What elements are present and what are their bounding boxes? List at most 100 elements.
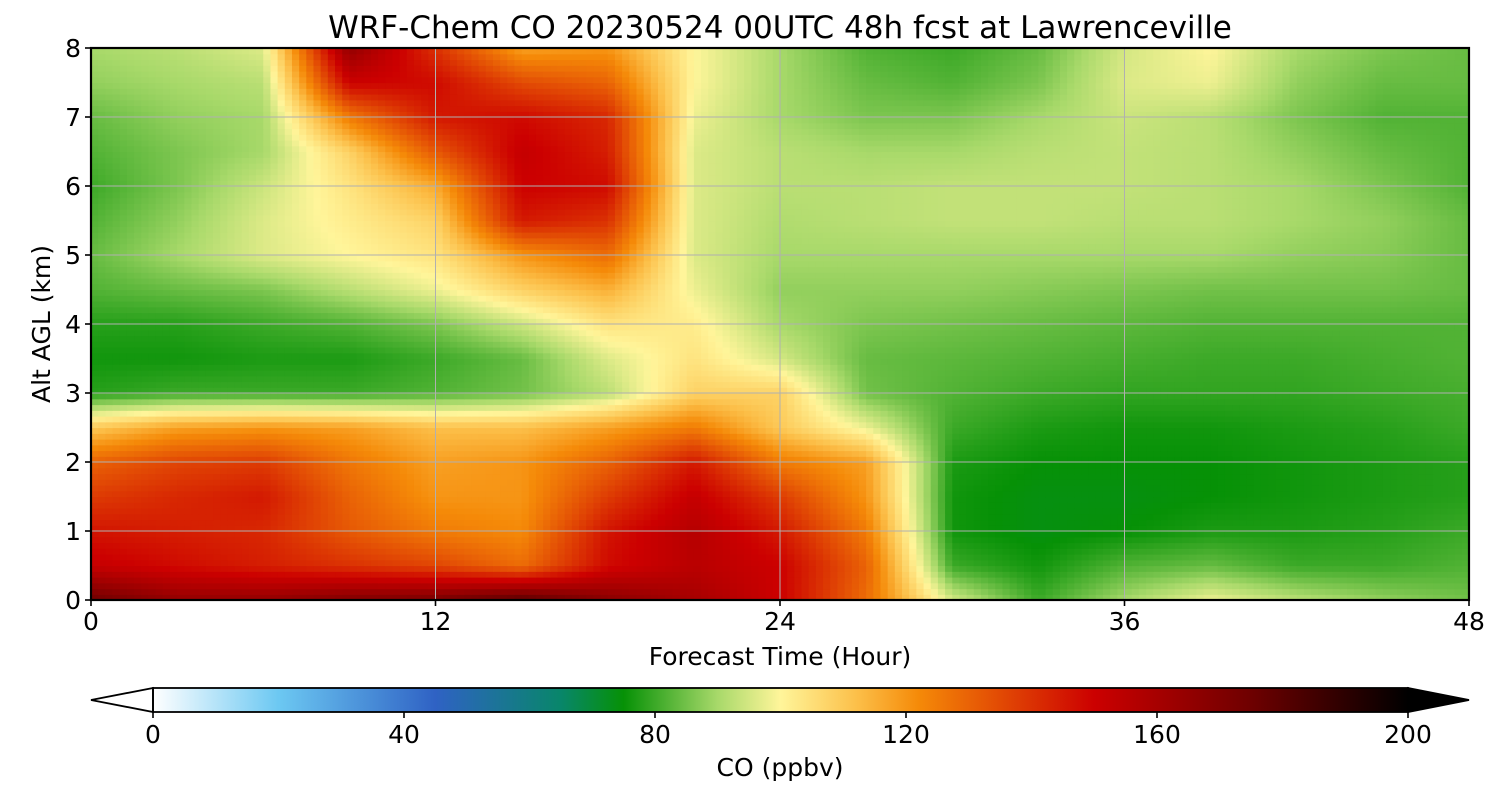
heatmap-cell (1440, 582, 1449, 590)
heatmap-cell (1246, 571, 1255, 578)
heatmap-cell (851, 467, 860, 475)
heatmap-cell (665, 588, 673, 595)
heatmap-cell (514, 525, 523, 532)
heatmap-cell (1045, 588, 1054, 595)
heatmap-cell (1260, 467, 1269, 475)
heatmap-cell (464, 582, 472, 590)
heatmap-cell (335, 508, 343, 515)
heatmap-cell (248, 508, 257, 515)
heatmap-cell (794, 571, 803, 578)
heatmap-cell (758, 525, 767, 532)
heatmap-cell (550, 508, 559, 515)
heatmap-cell (880, 490, 889, 498)
heatmap-cell (1210, 588, 1219, 595)
heatmap-cell (198, 554, 207, 561)
heatmap-cell (277, 582, 286, 590)
heatmap-cell (1217, 473, 1226, 480)
heatmap-cell (729, 479, 738, 486)
heatmap-cell (1160, 502, 1169, 509)
heatmap-cell (722, 548, 731, 555)
heatmap-cell (643, 513, 652, 521)
heatmap-cell (686, 513, 695, 521)
heatmap-cell (1404, 467, 1413, 475)
heatmap-cell (937, 525, 946, 532)
heatmap-cell (1110, 536, 1118, 544)
heatmap-cell (679, 467, 688, 475)
heatmap-cell (141, 450, 150, 457)
heatmap-cell (844, 467, 853, 475)
heatmap-cell (729, 485, 738, 492)
heatmap-cell (370, 513, 379, 521)
heatmap-cell (385, 525, 394, 532)
heatmap-cell (277, 577, 286, 584)
heatmap-cell (227, 513, 236, 521)
heatmap-cell (1088, 559, 1097, 567)
heatmap-cell (1253, 462, 1262, 469)
heatmap-cell (1397, 594, 1406, 600)
heatmap-cell (335, 456, 343, 463)
heatmap-cell (1009, 490, 1018, 498)
heatmap-cell (1081, 479, 1090, 486)
heatmap-cell (758, 513, 767, 521)
heatmap-cell (744, 577, 752, 584)
heatmap-cell (270, 594, 279, 600)
heatmap-cell (1354, 508, 1362, 515)
heatmap-cell (909, 479, 917, 486)
heatmap-cell (500, 456, 508, 463)
heatmap-cell (665, 554, 673, 561)
heatmap-cell (119, 565, 128, 572)
heatmap-cell (550, 473, 559, 480)
heatmap-cell (952, 508, 961, 515)
heatmap-cell (916, 485, 925, 492)
heatmap-cell (1181, 502, 1190, 509)
heatmap-cell (1311, 525, 1319, 532)
heatmap-cell (701, 513, 709, 521)
heatmap-cell (1009, 502, 1018, 509)
heatmap-cell (1067, 496, 1075, 503)
heatmap-cell (808, 559, 817, 567)
heatmap-cell (464, 490, 472, 498)
heatmap-cell (564, 496, 573, 503)
heatmap-cell (858, 490, 867, 498)
heatmap-cell (184, 531, 193, 538)
heatmap-cell (1282, 496, 1291, 503)
heatmap-cell (550, 479, 559, 486)
heatmap-cell (442, 588, 451, 595)
heatmap-cell (177, 462, 185, 469)
heatmap-cell (1418, 462, 1427, 469)
heatmap-cell (1239, 594, 1248, 600)
heatmap-cell (306, 513, 315, 521)
heatmap-cell (1275, 548, 1283, 555)
heatmap-cell (370, 594, 379, 600)
heatmap-cell (457, 531, 465, 538)
heatmap-cell (1404, 588, 1413, 595)
heatmap-cell (1009, 513, 1018, 521)
heatmap-cell (1289, 559, 1298, 567)
heatmap-cell (500, 508, 508, 515)
heatmap-cell (500, 485, 508, 492)
heatmap-cell (177, 525, 185, 532)
heatmap-cell (1217, 525, 1226, 532)
heatmap-cell (141, 485, 150, 492)
heatmap-cell (866, 502, 874, 509)
heatmap-cell (1146, 456, 1154, 463)
heatmap-cell (356, 479, 365, 486)
heatmap-cell (1339, 559, 1348, 567)
heatmap-cell (557, 490, 566, 498)
heatmap-cell (679, 536, 688, 544)
heatmap-cell (988, 525, 996, 532)
heatmap-cell (765, 502, 774, 509)
heatmap-cell (988, 582, 996, 590)
heatmap-cell (313, 485, 322, 492)
heatmap-cell (1454, 548, 1463, 555)
heatmap-cell (1110, 548, 1118, 555)
heatmap-cell (736, 542, 745, 549)
heatmap-cell (1311, 577, 1319, 584)
heatmap-cell (449, 485, 458, 492)
heatmap-cell (937, 594, 946, 600)
heatmap-cell (801, 508, 810, 515)
heatmap-cell (1418, 582, 1427, 590)
heatmap-cell (1217, 467, 1226, 475)
heatmap-cell (306, 508, 315, 515)
heatmap-cell (478, 525, 487, 532)
